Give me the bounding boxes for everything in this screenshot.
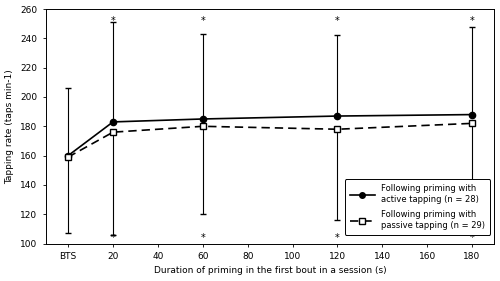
Y-axis label: Tapping rate (taps min-1): Tapping rate (taps min-1)	[6, 69, 15, 184]
X-axis label: Duration of priming in the first bout in a session (s): Duration of priming in the first bout in…	[154, 266, 386, 275]
Text: *: *	[335, 233, 340, 243]
Text: *: *	[200, 16, 205, 26]
Text: *: *	[110, 16, 116, 26]
Text: *: *	[470, 233, 474, 243]
Text: *: *	[470, 16, 474, 26]
Text: *: *	[335, 16, 340, 26]
Text: *: *	[200, 233, 205, 243]
Text: *: *	[110, 233, 116, 243]
Legend: Following priming with
active tapping (n = 28), Following priming with
passive t: Following priming with active tapping (n…	[344, 179, 490, 235]
